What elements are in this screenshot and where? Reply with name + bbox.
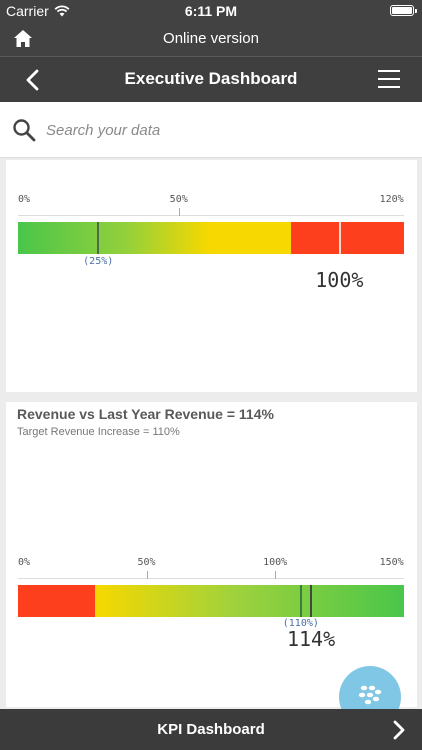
carrier-info: Carrier	[6, 3, 70, 19]
kpi-card-2[interactable]: Revenue vs Last Year Revenue = 114% Targ…	[6, 402, 417, 707]
kpi1-tick-mark	[178, 208, 180, 216]
kpi1-gradient	[18, 222, 404, 254]
kpi2-tick-label: 100%	[263, 557, 288, 568]
clock: 6:11 PM	[184, 3, 238, 19]
bottom-bar[interactable]: KPI Dashboard	[0, 709, 422, 750]
kpi-card-1[interactable]: 0% 50% 120% (25%) 100%	[6, 160, 417, 392]
kpi2-tick-mark	[275, 571, 277, 579]
nav-bar: Executive Dashboard	[0, 56, 422, 102]
kpi2-tick-label: 150%	[379, 557, 404, 568]
search-input[interactable]	[46, 116, 396, 144]
battery-icon	[390, 5, 417, 16]
kpi2-target-label: (110%)	[282, 618, 319, 629]
hamburger-menu-icon[interactable]	[378, 70, 400, 90]
kpi1-tick-label: 120%	[379, 194, 404, 205]
kpi2-gradient	[18, 585, 404, 617]
kpi1-target-marker	[97, 222, 100, 254]
status-bar: Carrier 6:11 PM	[0, 0, 422, 22]
kpi2-tick-label: 0%	[18, 557, 31, 568]
kpi2-tick-axis: 0% 50% 100% 150%	[18, 557, 404, 587]
kpi1-tick-axis: 0% 50% 120%	[18, 194, 404, 224]
carrier-label: Carrier	[6, 3, 49, 19]
kpi-dashboard-label: KPI Dashboard	[157, 721, 265, 738]
kpi1-value-label: 100%	[315, 268, 364, 292]
home-icon[interactable]	[12, 28, 34, 50]
kpi2-title: Revenue vs Last Year Revenue = 114%	[17, 406, 274, 422]
kpi2-gauge-bar: (110%)	[18, 585, 404, 629]
kpi1-tick-label: 50%	[169, 194, 188, 205]
kpi1-tick-label: 0%	[18, 194, 31, 205]
kpi1-value-marker	[338, 222, 341, 254]
online-bar: Online version	[0, 22, 422, 56]
kpi2-tick-label: 50%	[137, 557, 156, 568]
kpi2-subtitle: Target Revenue Increase = 110%	[17, 426, 180, 438]
search-icon[interactable]	[12, 118, 36, 142]
online-version-label: Online version	[163, 30, 259, 47]
kpi2-target-marker	[300, 585, 303, 617]
blackberry-logo-icon	[358, 685, 382, 705]
search-bar	[0, 102, 422, 158]
chevron-right-icon[interactable]	[392, 720, 406, 740]
wifi-icon	[54, 5, 70, 17]
page-title: Executive Dashboard	[124, 69, 298, 88]
kpi2-value-label: 114%	[286, 627, 336, 651]
kpi1-gauge-bar: (25%)	[18, 222, 404, 267]
kpi2-tick-mark	[146, 571, 148, 579]
kpi1-target-label: (25%)	[83, 256, 114, 267]
back-chevron-icon[interactable]	[22, 69, 44, 91]
kpi2-value-marker	[310, 585, 313, 617]
